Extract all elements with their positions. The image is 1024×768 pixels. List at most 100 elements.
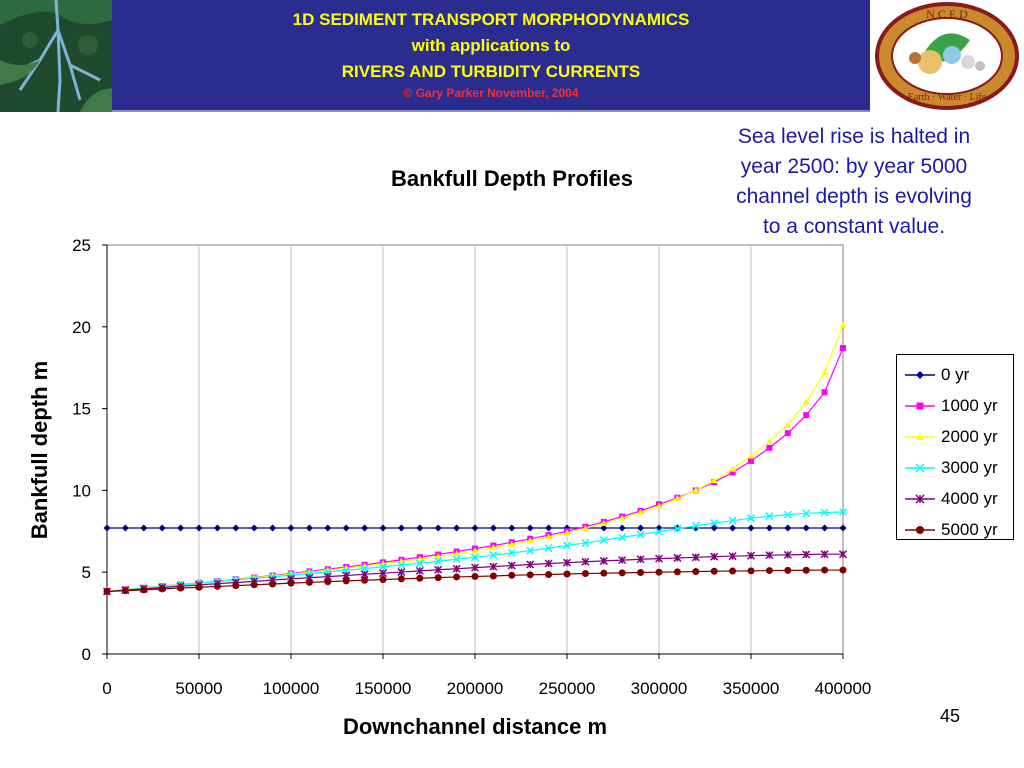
header-line-3: RIVERS AND TURBIDITY CURRENTS	[341, 62, 641, 81]
legend-label: 1000 yr	[941, 396, 998, 415]
legend-item: 2000 yr	[903, 425, 1011, 449]
data-point	[710, 567, 718, 575]
data-point	[489, 544, 497, 551]
data-point	[655, 568, 663, 576]
data-point	[599, 536, 608, 545]
data-point	[581, 524, 589, 531]
data-point	[544, 544, 553, 553]
annotation-line-4: to a constant value.	[762, 215, 946, 238]
data-point	[453, 550, 461, 557]
logo-top-text: N C E D	[926, 7, 968, 21]
data-point	[177, 584, 185, 592]
data-point	[710, 519, 719, 528]
data-point	[434, 574, 442, 582]
data-point	[747, 452, 755, 459]
data-point	[453, 573, 461, 581]
data-point	[784, 421, 792, 428]
y-tick-label: 25	[72, 236, 91, 255]
data-point	[820, 508, 829, 517]
legend-label: 0 yr	[941, 365, 970, 384]
data-point	[821, 566, 829, 574]
data-point	[765, 551, 774, 560]
x-tick-label: 350000	[723, 679, 780, 698]
data-point	[361, 524, 369, 532]
legend-marker	[915, 463, 925, 473]
x-tick-label: 200000	[447, 679, 504, 698]
header-line-2: with applications to	[411, 36, 571, 55]
data-point	[471, 524, 479, 532]
data-point	[729, 469, 736, 476]
data-point	[177, 524, 185, 532]
data-point	[821, 524, 829, 532]
data-point	[729, 465, 737, 472]
data-point	[599, 556, 608, 565]
data-point	[526, 546, 535, 555]
data-point	[820, 550, 829, 559]
data-point	[563, 570, 571, 578]
header-title-panel: 1D SEDIMENT TRANSPORT MORPHODYNAMICS wit…	[112, 0, 870, 112]
data-point	[618, 556, 627, 565]
data-point	[544, 559, 553, 568]
data-point	[158, 585, 166, 593]
data-point	[342, 577, 350, 585]
y-tick-label: 0	[82, 645, 91, 664]
legend-item: 3000 yr	[903, 456, 1011, 480]
legend-label: 4000 yr	[941, 489, 998, 508]
legend-item: 1000 yr	[903, 394, 1011, 418]
x-axis-label: Downchannel distance m	[342, 714, 608, 739]
data-point	[746, 514, 756, 523]
data-point	[470, 563, 480, 572]
logo-bottom-text: Earth · Water · Life	[908, 92, 987, 103]
chart-title: Bankfull Depth Profiles	[390, 166, 634, 191]
data-point	[507, 548, 516, 557]
data-point	[562, 541, 572, 550]
data-point	[802, 509, 811, 518]
data-point	[821, 369, 829, 376]
data-point	[545, 570, 553, 578]
data-point	[728, 552, 737, 561]
annotation-note: Sea level rise is halted in year 2500: b…	[696, 122, 1012, 242]
legend-item: 4000 yr	[903, 487, 1011, 511]
data-point	[416, 524, 424, 532]
data-point	[637, 508, 645, 515]
data-point	[600, 519, 608, 526]
data-point	[269, 580, 277, 588]
data-point	[600, 569, 608, 577]
data-point	[489, 572, 497, 580]
data-point	[747, 524, 755, 532]
data-point	[545, 533, 553, 540]
data-point	[434, 565, 443, 574]
data-point	[673, 553, 682, 562]
data-point	[728, 516, 737, 525]
data-point	[287, 579, 295, 587]
data-point	[489, 551, 498, 560]
data-point	[470, 553, 480, 562]
data-point	[581, 570, 589, 578]
data-point	[508, 571, 516, 579]
data-point	[361, 576, 369, 584]
data-point	[121, 524, 129, 532]
data-point	[802, 524, 810, 532]
data-point	[415, 566, 424, 575]
nced-logo: N C E D Earth · Water · Life	[870, 0, 1024, 112]
data-point	[416, 555, 424, 562]
data-point	[765, 567, 773, 575]
x-tick-label: 400000	[815, 679, 872, 698]
data-point	[508, 540, 516, 547]
data-point	[378, 569, 388, 578]
data-point	[195, 583, 203, 591]
legend-marker	[916, 402, 924, 410]
legend-swatch	[905, 371, 935, 379]
data-point	[489, 524, 497, 532]
data-point	[103, 588, 111, 596]
data-point	[526, 571, 534, 579]
data-point	[783, 550, 792, 559]
data-point	[250, 524, 258, 532]
header-copyright: © Gary Parker November, 2004	[403, 86, 579, 100]
legend-swatch	[905, 433, 935, 440]
data-point	[729, 567, 737, 575]
header-line-1: 1D SEDIMENT TRANSPORT MORPHODYNAMICS	[292, 10, 690, 29]
data-point	[691, 521, 700, 530]
data-point	[250, 581, 258, 589]
data-point	[692, 486, 700, 493]
